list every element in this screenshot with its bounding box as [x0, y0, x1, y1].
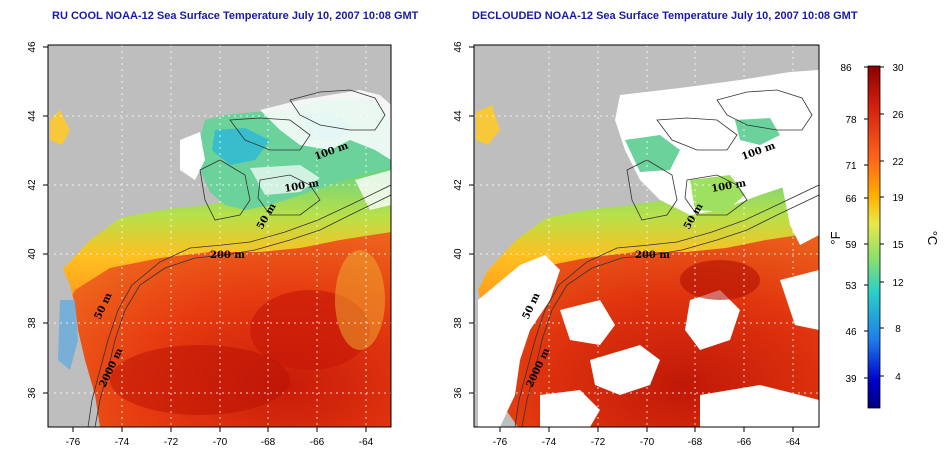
cool-filament: [335, 250, 385, 350]
fahrenheit-tick-label: 78: [845, 115, 857, 126]
lon-tick-label: -64: [359, 437, 374, 448]
lat-tick-label: 36: [453, 387, 464, 399]
masked-cloud-region: [560, 300, 615, 345]
lon-tick-label: -66: [737, 437, 752, 448]
warm-eddy: [110, 345, 290, 415]
left-lon-labels: -76 -74 -72 -70 -68 -66 -64: [66, 437, 374, 448]
celsius-tick-label: 12: [892, 278, 904, 289]
lat-tick-label: 46: [27, 41, 38, 53]
lat-lon-grid: [48, 45, 391, 427]
left-map: 100 m 100 m 50 m 200 m 50 m 2000 m: [48, 45, 391, 427]
left-lat-labels: 46 44 42 40 38 36: [27, 41, 38, 399]
lon-tick-label: -68: [261, 437, 276, 448]
fahrenheit-tick-labels: 86 78 71 66 59 53 46 39: [840, 63, 857, 385]
masked-cloud-region: [685, 290, 740, 350]
contour-label-200m: 200 m: [210, 250, 245, 261]
celsius-tick-label: 19: [892, 193, 904, 204]
valid-sst-patch: [625, 135, 680, 172]
celsius-tick-label: 8: [895, 324, 901, 335]
fahrenheit-tick-label: 66: [845, 194, 857, 205]
celsius-tick-label: 26: [892, 110, 904, 121]
celsius-tick-label: 15: [892, 240, 904, 251]
lon-tick-label: -76: [66, 437, 81, 448]
lon-tick-label: -66: [310, 437, 325, 448]
right-axis-ticks: [469, 46, 794, 432]
shelf-water: [52, 160, 391, 320]
lon-tick-label: -64: [786, 437, 801, 448]
masked-cloud-region: [590, 345, 660, 395]
masked-cloud-region: [780, 160, 819, 245]
lat-tick-label: 42: [453, 179, 464, 191]
cloud-patch: [180, 132, 205, 180]
fahrenheit-tick-label: 53: [845, 281, 857, 292]
warm-eddy: [680, 260, 760, 300]
lat-tick-label: 38: [27, 317, 38, 329]
masked-cloud-region: [700, 385, 819, 427]
lake-patch: [476, 105, 500, 145]
cloud-patch: [355, 170, 391, 210]
lat-tick-label: 38: [453, 317, 464, 329]
fahrenheit-unit-label: °F: [828, 231, 843, 244]
right-panel-title: DECLOUDED NOAA-12 Sea Surface Temperatur…: [472, 10, 858, 22]
celsius-tick-label: 4: [895, 372, 901, 383]
right-map: 100 m 100 m 50 m 200 m 50 m 2000 m: [474, 45, 819, 427]
lon-tick-label: -68: [688, 437, 703, 448]
lon-tick-label: -74: [542, 437, 557, 448]
celsius-tick-label: 30: [892, 63, 904, 74]
lat-tick-label: 36: [27, 387, 38, 399]
lon-tick-label: -74: [115, 437, 130, 448]
lon-tick-label: -70: [640, 437, 655, 448]
fahrenheit-tick-label: 46: [845, 327, 857, 338]
lon-tick-label: -70: [213, 437, 228, 448]
colorbar-ticks: [864, 66, 884, 379]
fahrenheit-tick-label: 59: [845, 240, 857, 251]
left-axis-ticks: [43, 46, 367, 432]
bathymetry-contours: [514, 89, 819, 427]
valid-sst-patch: [690, 175, 745, 212]
fahrenheit-tick-label: 39: [845, 374, 857, 385]
lat-tick-label: 44: [453, 110, 464, 122]
celsius-tick-label: 22: [892, 157, 904, 168]
contour-label-200m: 200 m: [635, 250, 670, 261]
lat-tick-label: 40: [27, 248, 38, 260]
cloud-patch: [260, 90, 391, 160]
right-lat-labels: 46 44 42 40 38 36: [453, 41, 464, 399]
fahrenheit-tick-label: 86: [840, 63, 852, 74]
left-panel-title: RU COOL NOAA-12 Sea Surface Temperature …: [52, 10, 419, 22]
lat-lon-grid: [474, 45, 819, 427]
right-lon-labels: -76 -74 -72 -70 -68 -66 -64: [493, 437, 801, 448]
cold-patch: [212, 128, 270, 165]
masked-cloud-region: [540, 390, 600, 427]
lat-tick-label: 44: [27, 110, 38, 122]
fahrenheit-tick-label: 71: [845, 161, 857, 172]
lon-tick-label: -72: [164, 437, 179, 448]
masked-cloud-region: [615, 70, 819, 215]
lat-tick-label: 40: [453, 248, 464, 260]
colorbar: 86 78 71 66 59 53 46 39 30 26 22 19 15 1…: [828, 63, 940, 409]
coastal-cold-patch: [58, 300, 78, 370]
celsius-tick-labels: 30 26 22 19 15 12 8 4: [892, 63, 904, 383]
lat-tick-label: 46: [453, 41, 464, 53]
lon-tick-label: -72: [591, 437, 606, 448]
celsius-unit-label: °C: [925, 231, 940, 246]
lon-tick-label: -76: [493, 437, 508, 448]
colorbar-gradient: [867, 65, 881, 409]
bathymetry-contours: [87, 89, 391, 427]
masked-cloud-region: [780, 270, 819, 330]
masked-cloud-region: [478, 255, 560, 427]
lake-patch: [50, 110, 70, 145]
lat-tick-label: 42: [27, 179, 38, 191]
